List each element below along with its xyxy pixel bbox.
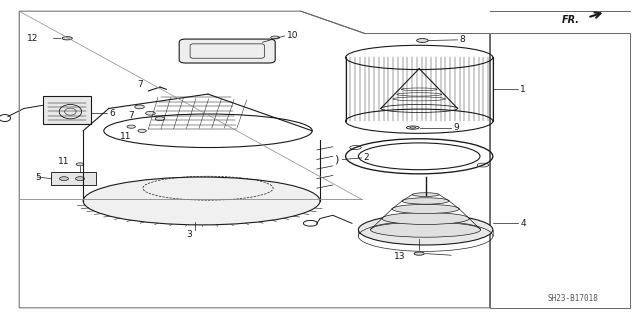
Bar: [51, 172, 96, 185]
Ellipse shape: [135, 105, 145, 109]
Text: 4: 4: [520, 219, 526, 228]
Text: 6: 6: [109, 109, 115, 118]
Text: 7: 7: [137, 80, 143, 89]
Text: 1: 1: [520, 85, 526, 94]
Ellipse shape: [145, 111, 155, 115]
Ellipse shape: [358, 214, 493, 245]
Ellipse shape: [371, 222, 481, 237]
Ellipse shape: [410, 127, 416, 128]
Ellipse shape: [127, 125, 136, 128]
Text: SH23-B17018: SH23-B17018: [547, 294, 598, 303]
FancyBboxPatch shape: [179, 39, 275, 63]
Text: 5: 5: [35, 173, 41, 182]
Text: 8: 8: [460, 35, 465, 44]
Ellipse shape: [412, 193, 439, 197]
Text: 3: 3: [186, 230, 191, 239]
Ellipse shape: [271, 36, 280, 39]
Text: 12: 12: [27, 34, 38, 43]
Text: 13: 13: [394, 252, 405, 261]
Ellipse shape: [414, 252, 424, 255]
Ellipse shape: [392, 204, 460, 213]
Ellipse shape: [417, 39, 428, 42]
Ellipse shape: [62, 37, 72, 40]
Text: ): ): [334, 154, 338, 165]
Ellipse shape: [406, 126, 419, 129]
Ellipse shape: [402, 198, 449, 204]
Ellipse shape: [138, 129, 147, 132]
Text: 11: 11: [120, 132, 132, 141]
Text: 11: 11: [58, 157, 69, 166]
Ellipse shape: [76, 163, 84, 166]
Ellipse shape: [76, 177, 84, 181]
Text: FR.: FR.: [562, 15, 580, 25]
Text: 10: 10: [287, 31, 298, 40]
Ellipse shape: [83, 177, 320, 225]
Text: 9: 9: [453, 123, 459, 132]
Ellipse shape: [60, 177, 68, 181]
Text: 7: 7: [128, 111, 134, 120]
Ellipse shape: [155, 117, 165, 121]
Text: 2: 2: [364, 153, 369, 162]
Ellipse shape: [382, 212, 469, 225]
Bar: [44, 96, 92, 123]
